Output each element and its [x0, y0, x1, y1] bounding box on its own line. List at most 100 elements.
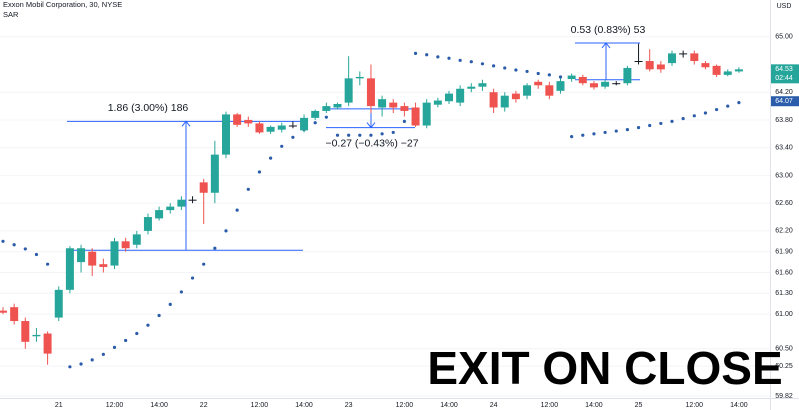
candle-body: [578, 76, 587, 84]
sar-dot: [547, 73, 551, 77]
candle-body: [701, 63, 710, 68]
sar-dot: [503, 66, 507, 70]
candle-body: [679, 53, 688, 55]
y-tick-label: 61.90: [775, 249, 793, 256]
y-tick-label: 65.00: [775, 34, 793, 41]
currency: USD: [777, 3, 792, 10]
sar-dot: [168, 302, 172, 306]
candle-body: [478, 83, 487, 87]
y-tick-label: 61.00: [775, 311, 793, 318]
measure-arrowhead: [366, 122, 376, 129]
candle-body: [88, 251, 97, 266]
candle-body: [634, 61, 643, 63]
sar-dot: [681, 116, 685, 121]
candle-body: [277, 125, 286, 130]
sar-dot: [1, 239, 5, 243]
sar-dot: [135, 331, 139, 336]
candle-body: [143, 217, 152, 231]
candle-body: [467, 86, 476, 89]
sar-dot: [413, 51, 418, 55]
candle-body: [222, 114, 230, 155]
sar-dot: [324, 115, 328, 119]
sar-dot: [436, 55, 440, 59]
candle-body: [645, 61, 654, 70]
candle-body: [77, 248, 86, 263]
x-tick-label: 14:00: [150, 402, 168, 409]
candle-body: [668, 53, 676, 64]
sar-dot: [492, 64, 496, 68]
last-price-label: 64.53: [775, 66, 793, 73]
x-tick-label: 12:00: [106, 402, 124, 409]
sar-dot: [692, 114, 696, 118]
candle-body: [210, 154, 219, 193]
candle-body: [411, 107, 420, 126]
sar-dot: [570, 134, 574, 139]
sar-dot: [313, 121, 317, 125]
candle-body: [489, 92, 498, 108]
sar-dot: [112, 345, 117, 349]
sar-dot: [179, 290, 183, 294]
sar-dot: [636, 125, 641, 130]
measure-label: 1.86 (3.00%) 186: [108, 102, 189, 114]
x-tick-label: 21: [55, 402, 63, 409]
grid: [0, 36, 770, 397]
candle-body: [65, 248, 74, 290]
x-tick-label: 14:00: [730, 402, 748, 409]
sar-dot: [23, 247, 27, 251]
measure-label: 0.53 (0.83%) 53: [571, 24, 646, 36]
candle-body: [255, 123, 264, 133]
y-tick-label: 61.30: [775, 290, 793, 297]
x-tick-label: 23: [345, 402, 353, 409]
candle-body: [300, 117, 309, 131]
sar-dot: [146, 323, 150, 327]
sar-dot: [335, 133, 340, 137]
candle-body: [433, 100, 442, 105]
sar-dot: [347, 133, 351, 137]
measure-arrowhead: [601, 42, 611, 49]
candle-body: [545, 85, 554, 96]
candle-body: [612, 83, 621, 85]
x-tick-label: 14:00: [585, 402, 603, 409]
sar-dot: [157, 313, 161, 318]
sar-dot: [12, 243, 16, 247]
sar-dot: [391, 130, 395, 135]
overlay-text: EXIT ON CLOSE: [427, 342, 782, 394]
candle-body: [723, 71, 732, 75]
y-tick-label: 59.82: [775, 393, 793, 400]
sar-dot: [625, 128, 630, 132]
y-tick-label: 60.25: [775, 363, 793, 370]
candle-body: [177, 199, 186, 207]
candle-body: [511, 93, 520, 100]
y-tick-label: 61.60: [775, 269, 793, 276]
candle-body: [500, 95, 509, 108]
sar-dot: [726, 104, 730, 108]
sar-dot: [34, 252, 39, 257]
sar-dot: [68, 365, 72, 369]
candle-body: [121, 241, 130, 249]
candle-body: [199, 182, 208, 193]
sar-dot: [269, 156, 273, 160]
x-tick-label: 12:00: [251, 402, 269, 409]
sar-dot: [670, 119, 674, 123]
sar-dot: [469, 60, 473, 64]
plot: 1.86 (3.00%) 186 −0.27 (−0.43%) −27 0.53 (…: [0, 24, 743, 369]
candle-body: [690, 53, 699, 62]
sar-dot: [525, 69, 529, 74]
candle-body: [567, 75, 576, 80]
measure-label: −0.27 (−0.43%) −27: [325, 137, 418, 149]
measure-arrowhead: [181, 120, 191, 127]
sar-dot: [715, 107, 719, 112]
sar-dot: [514, 68, 518, 72]
candle-body: [10, 307, 19, 322]
x-tick-label: 12:00: [396, 402, 414, 409]
sar-dot: [90, 358, 94, 362]
sar-dot: [480, 62, 485, 66]
candle-body: [400, 106, 409, 111]
sar-dot: [79, 362, 83, 366]
candle-body: [54, 289, 63, 318]
sar-dot: [536, 71, 540, 76]
sar-dot: [202, 262, 206, 266]
sar-dot: [235, 208, 239, 212]
